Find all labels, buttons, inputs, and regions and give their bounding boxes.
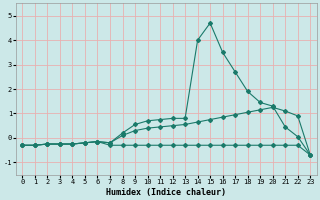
X-axis label: Humidex (Indice chaleur): Humidex (Indice chaleur) <box>106 188 226 197</box>
